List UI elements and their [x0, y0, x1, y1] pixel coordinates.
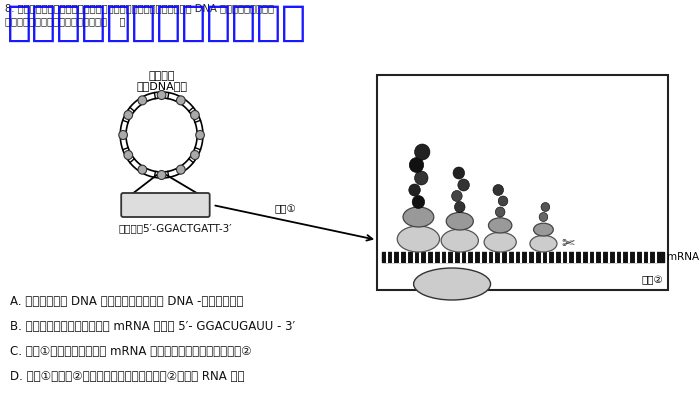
Circle shape — [458, 179, 470, 191]
Circle shape — [176, 96, 186, 105]
Circle shape — [453, 167, 465, 179]
Ellipse shape — [397, 226, 440, 252]
Circle shape — [138, 96, 147, 105]
Circle shape — [498, 196, 508, 206]
Text: D. 过程①和过程②都存在碱基互补配对，过程②有两种 RNA 参与: D. 过程①和过程②都存在碱基互补配对，过程②有两种 RNA 参与 — [10, 370, 244, 383]
Circle shape — [493, 185, 503, 195]
Bar — [377, 75, 668, 290]
Ellipse shape — [414, 268, 491, 300]
Circle shape — [124, 150, 132, 160]
Ellipse shape — [530, 235, 557, 252]
Circle shape — [158, 170, 166, 179]
Text: B. 图示部分基因序列转录出的 mRNA 序列为 5′- GGACUGAUU - 3′: B. 图示部分基因序列转录出的 mRNA 序列为 5′- GGACUGAUU -… — [10, 320, 295, 333]
Circle shape — [138, 165, 147, 174]
Ellipse shape — [446, 213, 473, 230]
Text: 微信公众号关注：趣找答案: 微信公众号关注：趣找答案 — [7, 2, 307, 44]
Text: 8. 如图为蓝细菌拟核上的呼吸酶基因表达过程示意图，其中编码链与 DNA 分子转录的模板链互: 8. 如图为蓝细菌拟核上的呼吸酶基因表达过程示意图，其中编码链与 DNA 分子转… — [5, 3, 274, 13]
Ellipse shape — [533, 223, 553, 236]
Circle shape — [452, 191, 462, 201]
Circle shape — [196, 131, 204, 140]
FancyBboxPatch shape — [121, 193, 210, 217]
Text: ✄: ✄ — [561, 236, 574, 252]
Circle shape — [496, 207, 505, 217]
Circle shape — [454, 201, 465, 213]
Text: 呼吸酶基因: 呼吸酶基因 — [149, 200, 182, 210]
Text: A. 蓝细菌的环形 DNA 单独存在，不会形成 DNA -蛋白质复合体: A. 蓝细菌的环形 DNA 单独存在，不会形成 DNA -蛋白质复合体 — [10, 295, 243, 308]
Text: 蓝细菌的: 蓝细菌的 — [148, 71, 175, 81]
Circle shape — [119, 131, 127, 140]
Circle shape — [414, 171, 428, 185]
Text: 编码链：5′-GGACTGATT-3′: 编码链：5′-GGACTGATT-3′ — [118, 223, 232, 233]
Circle shape — [539, 213, 548, 222]
Ellipse shape — [484, 232, 516, 252]
Text: 过程①: 过程① — [274, 205, 296, 215]
Circle shape — [414, 144, 430, 160]
Ellipse shape — [441, 229, 478, 252]
Circle shape — [541, 203, 550, 211]
Text: 密码子: 密码子 — [442, 279, 462, 289]
Circle shape — [410, 158, 424, 172]
Ellipse shape — [403, 207, 434, 227]
Text: 补，图示过程的蓝细菌的遗传物质是（    ）: 补，图示过程的蓝细菌的遗传物质是（ ） — [5, 16, 125, 26]
Circle shape — [124, 111, 132, 119]
Circle shape — [412, 195, 425, 209]
Text: 环形DNA分子: 环形DNA分子 — [136, 81, 187, 91]
Text: C. 过程①结束后形成的成熟 mRNA 会与核糖体结合开始进行过程②: C. 过程①结束后形成的成熟 mRNA 会与核糖体结合开始进行过程② — [10, 345, 251, 358]
Circle shape — [190, 150, 199, 160]
Circle shape — [176, 165, 186, 174]
Text: mRNA: mRNA — [666, 252, 699, 262]
Circle shape — [158, 90, 166, 100]
Circle shape — [409, 184, 420, 196]
Text: 过程②: 过程② — [642, 275, 664, 285]
Ellipse shape — [489, 218, 512, 233]
Circle shape — [190, 111, 199, 119]
